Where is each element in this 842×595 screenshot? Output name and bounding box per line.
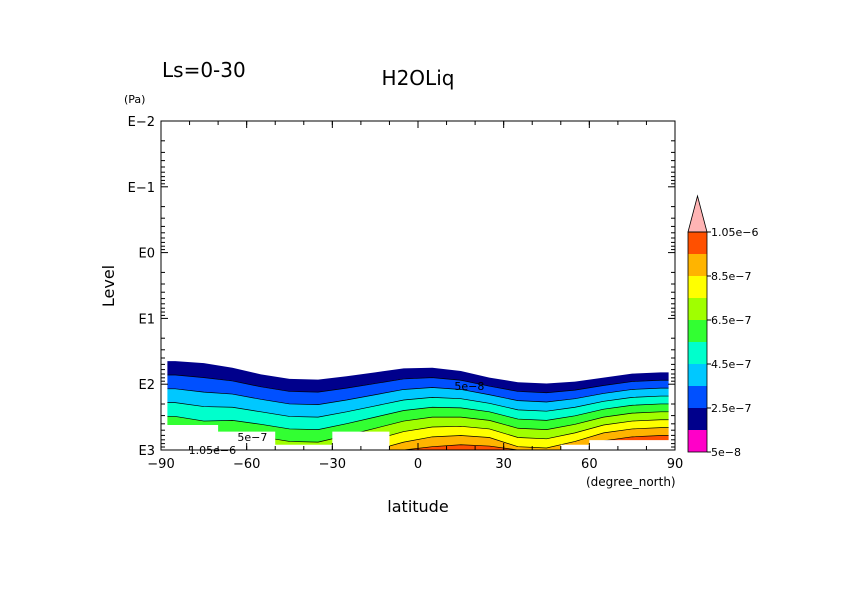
contour-line-1 bbox=[167, 374, 669, 394]
plot-margin-left bbox=[161, 121, 168, 450]
contour-band-3 bbox=[167, 396, 669, 430]
x-tick-label: 30 bbox=[495, 457, 512, 472]
contour-band-4 bbox=[167, 403, 669, 443]
x-tick-label: −30 bbox=[319, 457, 346, 472]
x-tick-label: −60 bbox=[233, 457, 260, 472]
period-label: Ls=0-30 bbox=[162, 58, 246, 82]
contour-band-0 bbox=[167, 361, 669, 393]
contour-band-1 bbox=[167, 374, 669, 405]
x-axis-title: latitude bbox=[387, 497, 448, 516]
contour-band-6 bbox=[167, 419, 669, 450]
contour-line-4 bbox=[167, 403, 669, 430]
y-tick-label: E3 bbox=[139, 444, 156, 459]
colorbar-segment bbox=[688, 364, 707, 386]
colorbar-segment bbox=[688, 386, 707, 408]
colorbar-segment bbox=[688, 276, 707, 298]
y-tick-label: E2 bbox=[139, 378, 156, 393]
colorbar-segment bbox=[688, 320, 707, 342]
colorbar-label: 4.5e−7 bbox=[711, 358, 751, 371]
x-tick-label: 60 bbox=[581, 457, 598, 472]
y-axis-title: Level bbox=[99, 265, 118, 307]
y-unit-label: (Pa) bbox=[124, 93, 145, 106]
y-tick-label: E0 bbox=[139, 247, 156, 262]
y-tick-label: E−2 bbox=[128, 115, 155, 130]
contour-label: 5e−7 bbox=[237, 431, 267, 444]
colorbar-segment bbox=[688, 298, 707, 320]
colorbar-label: 2.5e−7 bbox=[711, 402, 751, 415]
colorbar-label: 5e−8 bbox=[711, 446, 741, 459]
ground-mask bbox=[161, 424, 675, 450]
colorbar-overflow-triangle bbox=[687, 194, 708, 233]
x-tick-label: 90 bbox=[667, 457, 684, 472]
contour-label: 5e−8 bbox=[454, 380, 484, 393]
x-tick-label: 0 bbox=[414, 457, 422, 472]
colorbar-segment bbox=[688, 254, 707, 276]
contour-line-2 bbox=[167, 387, 669, 405]
colorbar: 5e−8 2.5e−7 4.5e−7 6.5e−7 8.5e−7 1.05e−6 bbox=[687, 194, 758, 459]
colorbar-segment bbox=[688, 408, 707, 430]
contour-line-3 bbox=[167, 395, 669, 418]
contour-band-2 bbox=[167, 387, 669, 418]
plot-margin-right bbox=[668, 121, 675, 450]
colorbar-label: 6.5e−7 bbox=[711, 314, 751, 327]
y-axis: E−2 E−1 E0 E1 E2 E3 bbox=[128, 115, 675, 459]
colorbar-label: 1.05e−6 bbox=[711, 226, 758, 239]
contour-label-layer: 1.05e−65e−7 5e−8 bbox=[189, 380, 485, 457]
ground-mask-layer bbox=[161, 121, 675, 450]
y-tick-label: E1 bbox=[139, 312, 156, 327]
colorbar-segment bbox=[688, 232, 707, 254]
y-tick-label: E−1 bbox=[128, 181, 155, 196]
colorbar-segment bbox=[688, 430, 707, 452]
x-tick-label: −90 bbox=[147, 457, 174, 472]
x-axis: −90 −60 −30 0 30 60 90 bbox=[147, 121, 683, 472]
colorbar-frame bbox=[687, 231, 708, 453]
chart-title: H2OLiq bbox=[382, 66, 455, 90]
x-unit-label: (degree_north) bbox=[586, 475, 676, 489]
colorbar-segment bbox=[688, 342, 707, 364]
colorbar-label: 8.5e−7 bbox=[711, 270, 751, 283]
contour-label: 1.05e−6 bbox=[189, 444, 236, 457]
